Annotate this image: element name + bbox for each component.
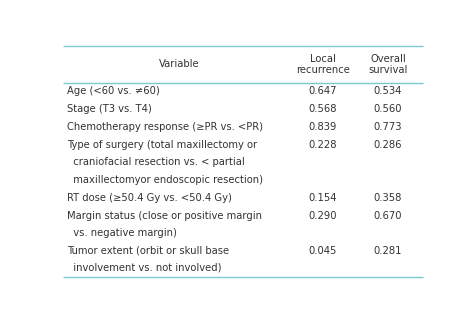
Text: RT dose (≥50.4 Gy vs. <50.4 Gy): RT dose (≥50.4 Gy vs. <50.4 Gy): [66, 192, 231, 202]
Text: 0.670: 0.670: [374, 211, 402, 221]
Text: 0.647: 0.647: [309, 86, 337, 96]
Text: Tumor extent (orbit or skull base: Tumor extent (orbit or skull base: [66, 246, 229, 256]
Text: Variable: Variable: [159, 59, 200, 69]
Text: 0.568: 0.568: [309, 104, 337, 114]
Text: 0.358: 0.358: [374, 192, 402, 202]
Text: craniofacial resection vs. < partial: craniofacial resection vs. < partial: [66, 157, 245, 168]
Text: Chemotherapy response (≥PR vs. <PR): Chemotherapy response (≥PR vs. <PR): [66, 122, 263, 132]
Text: Local
recurrence: Local recurrence: [296, 54, 350, 75]
Text: involvement vs. not involved): involvement vs. not involved): [66, 263, 221, 273]
Text: 0.045: 0.045: [309, 246, 337, 256]
Text: 0.281: 0.281: [374, 246, 402, 256]
Text: maxillectomyor endoscopic resection): maxillectomyor endoscopic resection): [66, 175, 263, 185]
Text: Stage (T3 vs. T4): Stage (T3 vs. T4): [66, 104, 151, 114]
Text: Age (<60 vs. ≠60): Age (<60 vs. ≠60): [66, 86, 159, 96]
Text: 0.154: 0.154: [309, 192, 337, 202]
Text: Margin status (close or positive margin: Margin status (close or positive margin: [66, 211, 262, 221]
Text: 0.290: 0.290: [309, 211, 337, 221]
Text: 0.534: 0.534: [374, 86, 402, 96]
Text: 0.560: 0.560: [374, 104, 402, 114]
Text: 0.773: 0.773: [374, 122, 402, 132]
Text: 0.228: 0.228: [309, 140, 337, 150]
Text: Type of surgery (total maxillectomy or: Type of surgery (total maxillectomy or: [66, 140, 257, 150]
Text: vs. negative margin): vs. negative margin): [66, 228, 176, 238]
Text: 0.286: 0.286: [374, 140, 402, 150]
Text: Overall
survival: Overall survival: [368, 54, 408, 75]
Text: 0.839: 0.839: [309, 122, 337, 132]
